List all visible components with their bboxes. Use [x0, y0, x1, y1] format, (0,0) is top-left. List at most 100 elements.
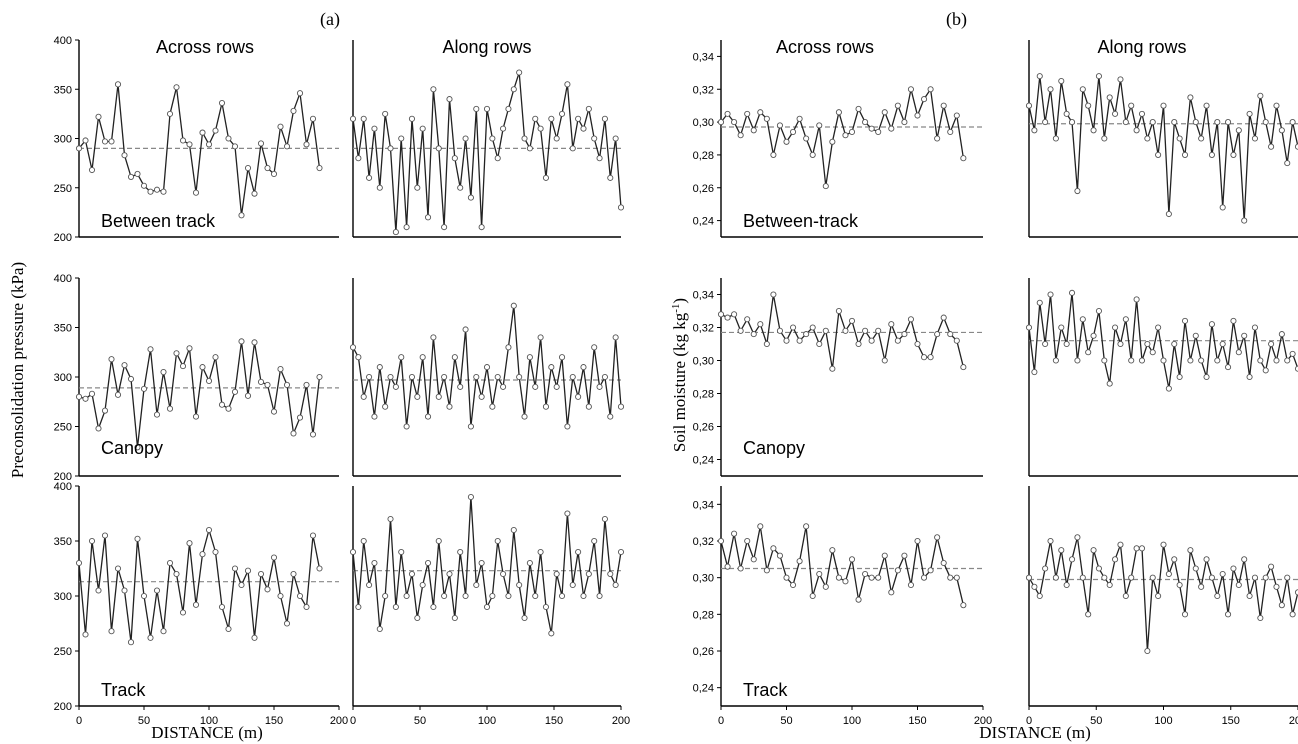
subplot-a-along-rows-canopy — [349, 278, 625, 477]
data-point — [548, 630, 555, 637]
data-point — [575, 115, 582, 122]
data-point — [244, 567, 252, 574]
data-point — [601, 373, 608, 381]
data-point — [1085, 102, 1092, 109]
data-point — [803, 331, 810, 338]
series-line — [1028, 76, 1298, 221]
data-point — [494, 373, 501, 381]
data-point — [1090, 127, 1097, 134]
data-point — [1225, 364, 1232, 371]
y-tick-label: 400 — [54, 35, 72, 47]
data-point — [757, 321, 764, 328]
row-label: Between-track — [743, 211, 859, 231]
data-point — [596, 383, 603, 390]
data-point — [1251, 574, 1259, 581]
data-point — [829, 547, 836, 554]
data-point — [731, 119, 738, 126]
data-point — [1171, 556, 1178, 563]
data-point — [1149, 574, 1156, 581]
y-tick-label: 250 — [54, 183, 72, 195]
y-tick-label: 0,24 — [693, 455, 714, 467]
x-tick-label: 50 — [780, 715, 792, 727]
data-point — [744, 537, 751, 545]
data-point — [532, 383, 539, 390]
y-tick-label: 0,28 — [693, 389, 714, 401]
data-point — [1262, 367, 1269, 374]
data-point — [940, 559, 947, 567]
data-point — [108, 138, 115, 145]
data-point — [392, 603, 399, 611]
data-point — [366, 373, 373, 381]
x-tick-label: 100 — [478, 715, 496, 727]
data-point — [894, 102, 901, 109]
data-point — [75, 145, 83, 152]
data-point — [355, 603, 362, 611]
data-point — [88, 166, 96, 174]
data-point — [848, 128, 856, 135]
data-point — [617, 403, 625, 410]
data-point — [366, 174, 373, 181]
data-point — [1079, 316, 1086, 323]
data-point — [1187, 94, 1194, 101]
data-point — [473, 105, 480, 112]
data-point — [607, 413, 614, 420]
data-point — [366, 581, 373, 589]
data-point — [199, 551, 206, 558]
data-point — [483, 603, 491, 611]
data-point — [441, 224, 448, 231]
data-point — [414, 184, 421, 191]
data-point — [532, 592, 539, 600]
data-point — [147, 346, 154, 353]
data-point — [205, 377, 213, 385]
data-point — [505, 105, 512, 112]
data-point — [218, 401, 226, 408]
data-point — [1047, 291, 1054, 298]
data-point — [724, 314, 731, 321]
data-point — [95, 587, 102, 594]
x-tick-label: 200 — [330, 715, 348, 727]
data-point — [953, 574, 960, 581]
data-point — [575, 548, 582, 556]
data-point — [483, 364, 491, 371]
data-point — [862, 327, 869, 334]
data-point — [1160, 102, 1167, 109]
data-point — [349, 115, 357, 122]
data-point — [526, 354, 533, 361]
data-point — [1257, 614, 1264, 622]
data-point — [914, 112, 921, 119]
data-point — [1042, 565, 1049, 572]
data-point — [558, 110, 566, 117]
data-point — [238, 581, 245, 589]
data-point — [617, 204, 625, 211]
panel-b-label: (b) — [946, 9, 967, 30]
data-point — [934, 534, 941, 541]
data-point — [1047, 537, 1054, 545]
data-point — [548, 364, 555, 371]
data-point — [1208, 321, 1215, 328]
data-point — [1225, 611, 1232, 618]
x-tick-label: 100 — [1154, 715, 1172, 727]
data-point — [1160, 541, 1167, 548]
data-point — [199, 129, 206, 136]
data-point — [776, 327, 784, 334]
data-point — [1144, 340, 1151, 348]
data-point — [1058, 547, 1065, 554]
data-point — [770, 291, 777, 298]
data-point — [283, 381, 291, 388]
data-point — [231, 143, 239, 150]
data-point — [921, 96, 928, 103]
data-point — [521, 614, 528, 622]
data-point — [763, 567, 770, 574]
data-point — [1052, 574, 1059, 581]
data-point — [257, 570, 265, 578]
data-point — [848, 317, 856, 324]
series-line — [1028, 537, 1298, 652]
data-point — [770, 545, 777, 552]
data-point — [537, 548, 544, 556]
data-point — [1294, 589, 1298, 596]
data-point — [1176, 581, 1183, 589]
data-point — [1117, 541, 1124, 548]
data-point — [179, 137, 187, 144]
y-tick-label: 0,26 — [693, 646, 714, 658]
data-point — [376, 625, 383, 633]
